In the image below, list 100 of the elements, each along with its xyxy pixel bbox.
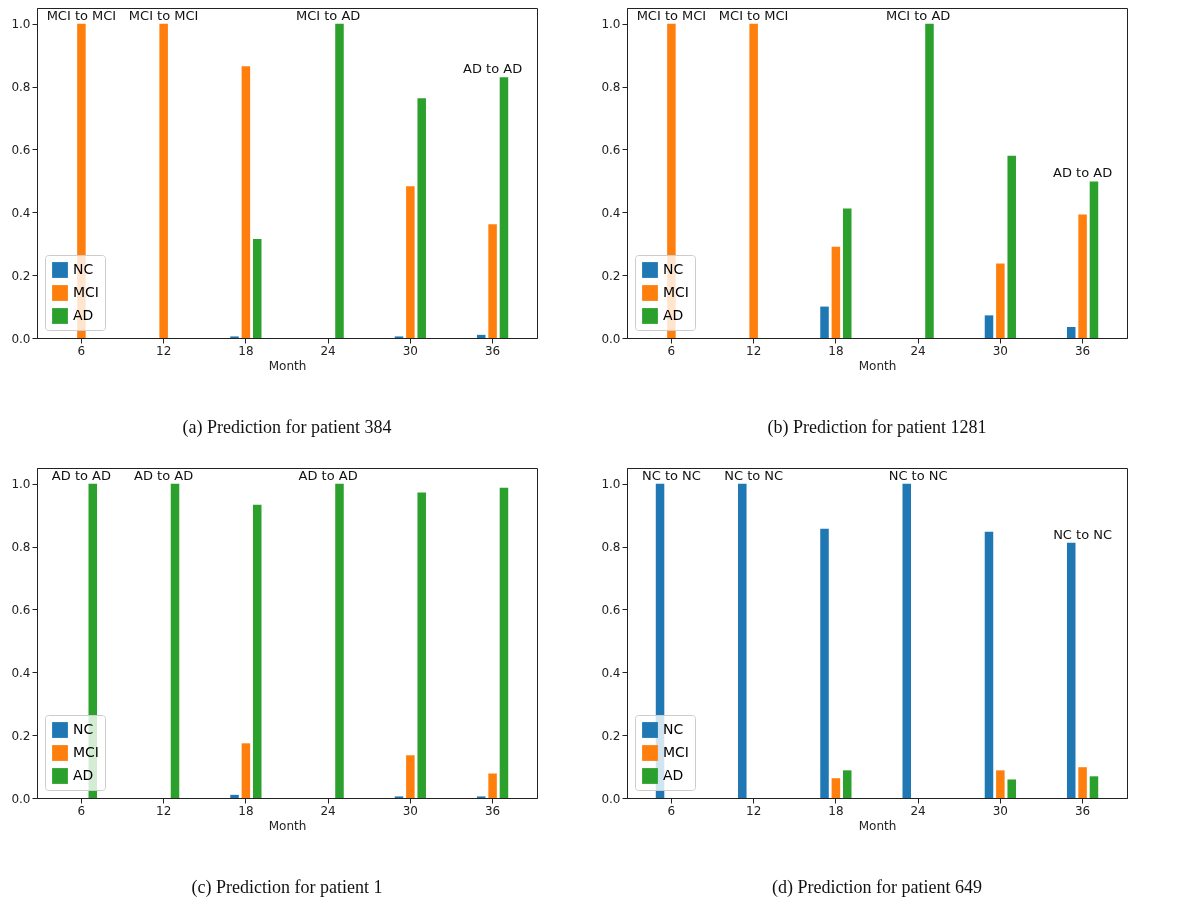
x-tick-label: 24 — [910, 343, 926, 358]
legend-label: NC — [663, 261, 684, 277]
bar — [1066, 542, 1076, 798]
x-tick-label: 18 — [828, 343, 844, 358]
bar — [406, 755, 415, 798]
bar — [902, 483, 912, 798]
bar — [1078, 767, 1087, 798]
x-tick-label: 12 — [746, 343, 762, 358]
text: (a) Prediction for patient 384 — [182, 417, 392, 438]
y-tick-label: 0.4 — [11, 665, 31, 680]
x-tick-label: 30 — [402, 803, 418, 818]
y-tick-label: 1.0 — [601, 17, 621, 32]
bar — [1007, 779, 1016, 798]
bar — [831, 246, 841, 338]
bar — [1078, 214, 1087, 338]
bar — [996, 263, 1005, 338]
bar — [488, 224, 497, 338]
legend-label: MCI — [73, 284, 99, 300]
x-tick-label: 36 — [484, 803, 501, 818]
y-tick-label: 1.0 — [11, 17, 31, 32]
y-tick-label: 0.6 — [601, 602, 621, 617]
bar — [984, 531, 994, 798]
annotation: MCI to MCI — [636, 7, 707, 23]
annotation: NC to NC — [724, 467, 784, 483]
y-tick-label: 0.8 — [601, 80, 621, 95]
y-tick-label: 0.4 — [601, 665, 621, 680]
text: (d) Prediction for patient 649 — [772, 877, 982, 898]
y-tick-label: 0.2 — [11, 268, 31, 283]
y-tick-label: 1.0 — [601, 477, 621, 492]
y-tick-label: 0.6 — [11, 142, 31, 157]
bar — [159, 23, 168, 338]
x-tick-label: 24 — [320, 343, 336, 358]
bar — [1066, 327, 1076, 338]
text: (c) Prediction for patient 1 — [191, 877, 383, 898]
x-tick-label: 30 — [992, 343, 1008, 358]
annotation: MCI to AD — [885, 7, 951, 23]
bar — [252, 239, 262, 338]
annotation: NC to NC — [1053, 526, 1113, 542]
x-axis-title: Month — [858, 818, 897, 833]
legend-label: AD — [663, 767, 684, 783]
x-tick-label: 36 — [1074, 803, 1091, 818]
y-tick-label: 0.2 — [601, 268, 621, 283]
legend-label: NC — [663, 721, 684, 737]
bar — [925, 23, 934, 338]
x-tick-label: 18 — [238, 803, 254, 818]
x-tick-label: 18 — [828, 803, 844, 818]
x-tick-label: 12 — [156, 803, 172, 818]
legend-label: NC — [73, 261, 94, 277]
bar — [842, 770, 852, 798]
bar — [170, 483, 180, 798]
legend-label: AD — [663, 307, 684, 323]
legend-label: AD — [73, 307, 94, 323]
y-tick-label: 0.8 — [11, 540, 31, 555]
annotation: AD to AD — [1053, 165, 1113, 181]
legend-label: MCI — [663, 744, 689, 760]
legend-label: AD — [73, 767, 94, 783]
annotation: MCI to AD — [295, 7, 361, 23]
x-tick-label: 18 — [238, 343, 254, 358]
text: (b) Prediction for patient 1281 — [767, 417, 987, 438]
bar — [241, 743, 251, 798]
bar — [1007, 155, 1016, 338]
bar — [335, 23, 344, 338]
bar — [820, 528, 829, 798]
bar — [820, 306, 829, 338]
y-tick-label: 0.6 — [601, 142, 621, 157]
bar — [417, 492, 426, 798]
legend-label: MCI — [663, 284, 689, 300]
annotation: AD to AD — [134, 467, 194, 483]
bar — [252, 504, 262, 798]
y-tick-label: 0.8 — [601, 540, 621, 555]
x-tick-label: 36 — [484, 343, 501, 358]
y-tick-label: 0.2 — [601, 728, 621, 743]
annotation: NC to NC — [888, 467, 948, 483]
annotation: AD to AD — [463, 61, 523, 77]
bar — [984, 315, 994, 338]
y-tick-label: 0.4 — [11, 205, 31, 220]
x-tick-label: 6 — [667, 343, 676, 358]
annotation: MCI to MCI — [128, 7, 199, 23]
annotation: NC to NC — [641, 467, 701, 483]
annotation: AD to AD — [51, 467, 111, 483]
annotation: AD to AD — [298, 467, 358, 483]
x-tick-label: 6 — [77, 343, 86, 358]
y-tick-label: 0.0 — [11, 331, 31, 346]
x-tick-label: 30 — [992, 803, 1008, 818]
bar — [996, 770, 1005, 798]
y-tick-label: 1.0 — [11, 477, 31, 492]
y-tick-label: 0.4 — [601, 205, 621, 220]
x-tick-label: 12 — [156, 343, 172, 358]
y-tick-label: 0.0 — [601, 791, 621, 806]
bar — [488, 773, 497, 798]
bar — [499, 77, 509, 338]
x-tick-label: 12 — [746, 803, 762, 818]
x-tick-label: 24 — [320, 803, 336, 818]
y-tick-label: 0.0 — [11, 791, 31, 806]
y-tick-label: 0.8 — [11, 80, 31, 95]
bar — [1089, 181, 1099, 338]
bar — [335, 483, 344, 798]
bar — [406, 186, 415, 338]
x-tick-label: 6 — [77, 803, 86, 818]
annotation: MCI to MCI — [718, 7, 789, 23]
